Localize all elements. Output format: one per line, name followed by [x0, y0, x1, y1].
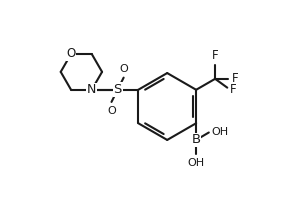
Text: B: B — [192, 133, 201, 147]
Text: F: F — [232, 72, 239, 85]
Text: F: F — [230, 83, 237, 96]
Text: O: O — [119, 64, 128, 74]
Text: N: N — [87, 83, 96, 96]
Text: O: O — [107, 106, 116, 116]
Text: F: F — [212, 49, 219, 62]
Text: OH: OH — [212, 127, 229, 137]
Text: S: S — [113, 83, 122, 96]
Text: N: N — [87, 83, 96, 96]
Text: O: O — [67, 47, 76, 60]
Text: OH: OH — [188, 158, 205, 168]
